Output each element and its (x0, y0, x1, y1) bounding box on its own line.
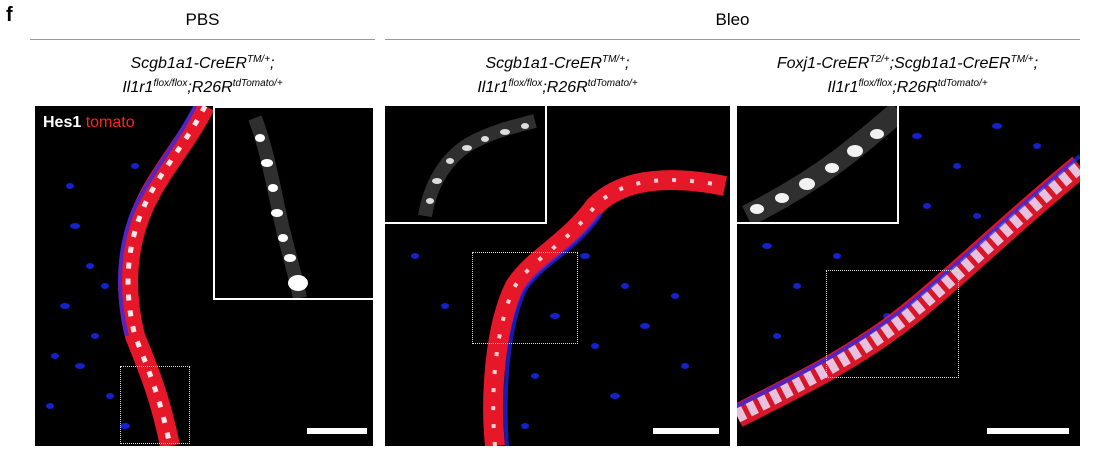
micrograph-image (737, 123, 1080, 427)
nuclei-layer (46, 163, 139, 429)
inset-zoom (737, 106, 899, 224)
nuclei-layer (411, 253, 689, 429)
region-of-interest-box (120, 366, 190, 444)
inset-zoom (385, 106, 547, 224)
genotype-line-2: Il1r1flox/flox;R26RtdTomato/+ (477, 78, 638, 97)
scale-bar (307, 428, 367, 434)
genotype-label-3: Foxj1-CreERT2/+;Scgb1a1-CreERTM/+; Il1r1… (735, 52, 1080, 100)
micrograph-bleo-scgb1a1 (385, 106, 730, 446)
legend-hes1: Hes1 (43, 114, 82, 131)
genotype-label-1: Scgb1a1-CreERTM/+; Il1r1flox/flox;R26Rtd… (30, 52, 375, 100)
scale-bar (987, 428, 1069, 434)
panel-label: f (6, 4, 13, 26)
genotype-label-2: Scgb1a1-CreERTM/+; Il1r1flox/flox;R26Rtd… (385, 52, 730, 100)
group-rule-pbs (30, 39, 375, 40)
scale-bar (653, 428, 719, 434)
micrograph-pbs: Hes1 tomato (35, 106, 373, 446)
group-title-bleo: Bleo (715, 10, 750, 29)
region-of-interest-box (826, 270, 959, 378)
genotype-line-2: Il1r1flox/flox;R26RtdTomato/+ (827, 78, 988, 97)
genotype-line-2: Il1r1flox/flox;R26RtdTomato/+ (122, 78, 283, 97)
stain-legend: Hes1 tomato (43, 114, 135, 132)
legend-tomato: tomato (85, 114, 135, 131)
genotype-line-1: Scgb1a1-CreERTM/+; (485, 54, 630, 73)
group-title-pbs: PBS (185, 10, 220, 29)
genotype-line-1: Foxj1-CreERT2/+;Scgb1a1-CreERTM/+; (776, 54, 1039, 73)
micrograph-bleo-foxj1-scgb1a1 (737, 106, 1080, 446)
region-of-interest-box (472, 252, 578, 344)
inset-image (248, 115, 308, 298)
group-rule-bleo (385, 39, 1080, 40)
inset-image (742, 106, 897, 222)
inset-zoom (213, 106, 373, 300)
inset-image (418, 114, 537, 218)
genotype-line-1: Scgb1a1-CreERTM/+; (130, 54, 275, 73)
micrograph-image (46, 106, 214, 446)
